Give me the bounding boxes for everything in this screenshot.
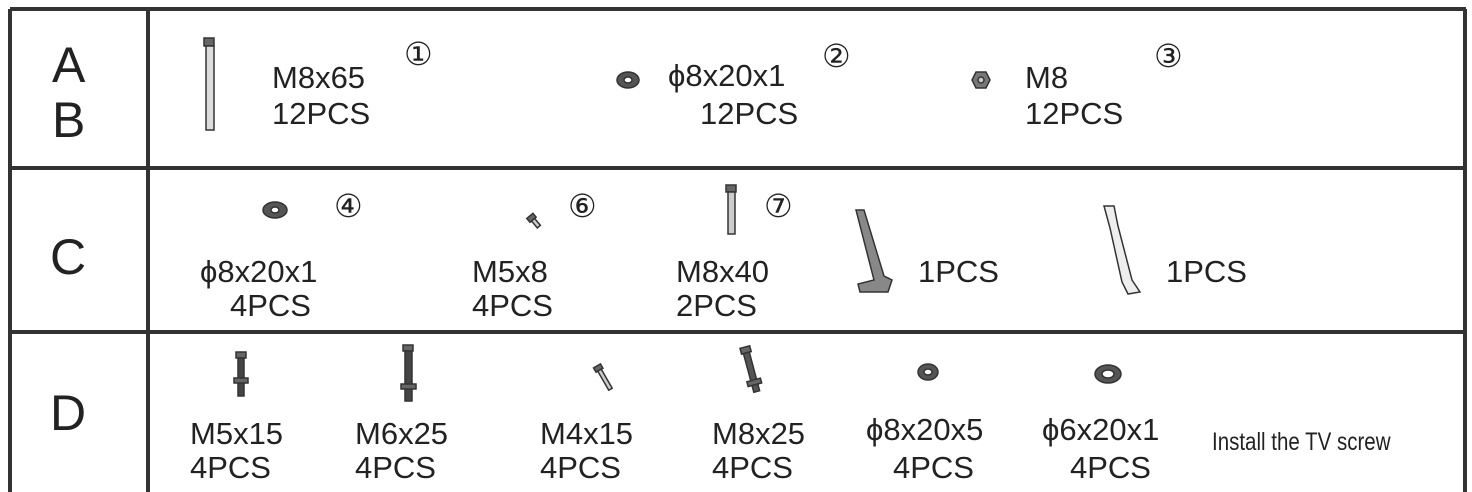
row-label: D <box>50 385 87 441</box>
part-qty: 4PCS <box>712 450 793 485</box>
row-label: B <box>52 92 86 148</box>
part-number: ⑦ <box>764 188 793 224</box>
part-spec: ϕ6x20x1 <box>1042 412 1160 447</box>
part-qty: 12PCS <box>700 96 799 131</box>
part-qty: 1PCS <box>1166 254 1247 289</box>
part-qty: 12PCS <box>272 96 371 131</box>
part-spec: M4x15 <box>540 416 634 451</box>
part-number: ① <box>404 36 433 72</box>
part-qty: 12PCS <box>1025 96 1124 131</box>
part-qty: 4PCS <box>893 450 974 485</box>
part-qty: 4PCS <box>1070 450 1151 485</box>
part-spec: M8x40 <box>676 254 770 289</box>
part-qty: 4PCS <box>540 450 621 485</box>
part-spec: M6x25 <box>355 416 449 451</box>
part-qty: 4PCS <box>230 288 311 323</box>
part-qty: 4PCS <box>355 450 436 485</box>
part-spec: ϕ8x20x5 <box>866 412 984 447</box>
part-qty: 1PCS <box>918 254 999 289</box>
part-number: ④ <box>334 188 363 224</box>
row-label: A <box>52 37 86 93</box>
part-qty: 2PCS <box>676 288 757 323</box>
row-label: C <box>50 229 87 285</box>
part-qty: 4PCS <box>190 450 271 485</box>
part-spec: M8x65 <box>272 60 366 95</box>
part-spec: M5x15 <box>190 416 284 451</box>
icons <box>203 37 1142 402</box>
part-spec: M8x25 <box>712 416 806 451</box>
part-qty: 4PCS <box>472 288 553 323</box>
part-spec: M5x8 <box>472 254 548 289</box>
part-spec: ϕ8x20x1 <box>668 58 786 93</box>
part-number: ② <box>822 38 851 74</box>
part-number: ⑥ <box>568 188 597 224</box>
part-number: ③ <box>1154 38 1183 74</box>
part-note: Install the TV screw <box>1212 428 1391 456</box>
part-spec: M8 <box>1025 60 1069 95</box>
part-spec: ϕ8x20x1 <box>200 254 318 289</box>
